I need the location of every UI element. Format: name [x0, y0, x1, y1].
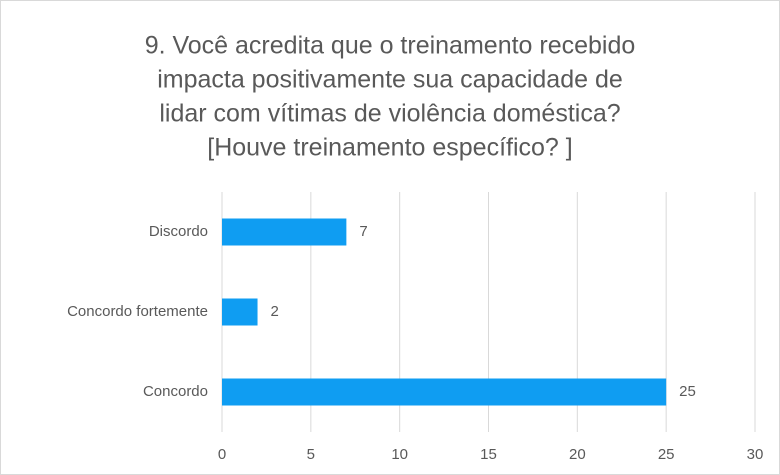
- x-tick-label: 5: [307, 446, 315, 463]
- y-tick-label: Discordo: [149, 223, 208, 240]
- chart-title: 9. Você acredita que o treinamento receb…: [145, 32, 636, 60]
- x-tick-label: 30: [747, 446, 764, 463]
- bar: [222, 218, 347, 246]
- x-tick-label: 20: [569, 446, 586, 463]
- data-label: 2: [271, 303, 279, 320]
- data-label: 25: [679, 383, 696, 400]
- x-tick-label: 25: [658, 446, 675, 463]
- chart-title: lidar com vítimas de violência doméstica…: [159, 100, 620, 128]
- y-tick-label: Concordo: [143, 383, 208, 400]
- y-tick-label: Concordo fortemente: [67, 303, 208, 320]
- bar: [222, 378, 667, 406]
- chart-title: [Houve treinamento específico? ]: [207, 134, 572, 162]
- data-label: 7: [359, 223, 367, 240]
- x-tick-label: 15: [480, 446, 497, 463]
- bar: [222, 298, 258, 326]
- chart-title: impacta positivamente sua capacidade de: [157, 66, 623, 94]
- x-tick-label: 0: [218, 446, 226, 463]
- x-tick-label: 10: [391, 446, 408, 463]
